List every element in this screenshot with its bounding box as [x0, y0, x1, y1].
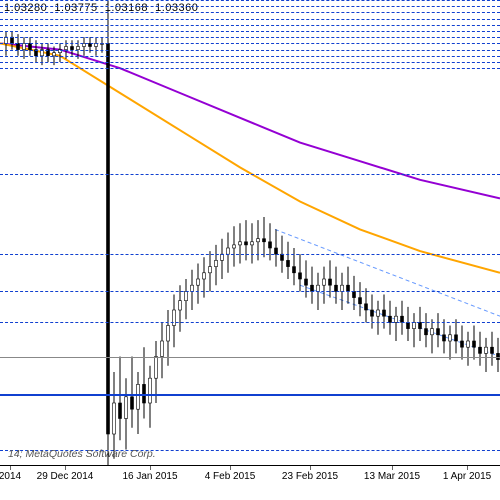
forex-chart[interactable]: 1.03280 1.03775 1.03168 1.03360 14; Meta…: [0, 0, 500, 500]
resistance-band-line: [0, 56, 500, 57]
resistance-band-line: [0, 25, 500, 26]
resistance-band-line: [0, 50, 500, 51]
x-axis-label: 1 Apr 2015: [443, 471, 491, 482]
x-axis-label: 23 Feb 2015: [282, 471, 338, 482]
resistance-band-line: [0, 43, 500, 44]
x-axis-label: 2014: [0, 471, 21, 482]
resistance-band-line: [0, 68, 500, 69]
x-axis-label: 4 Feb 2015: [205, 471, 256, 482]
ma-purple: [0, 43, 500, 198]
price-level-line: [0, 291, 500, 292]
x-axis-label: 29 Dec 2014: [37, 471, 94, 482]
price-level-line: [0, 394, 500, 396]
price-level-line: [0, 174, 500, 175]
price-level-line: [0, 357, 500, 358]
x-axis-label: 16 Jan 2015: [122, 471, 177, 482]
resistance-band-line: [0, 12, 500, 13]
resistance-band-line: [0, 31, 500, 32]
plot-area[interactable]: [0, 0, 500, 465]
resistance-band-line: [0, 0, 500, 1]
x-axis: 2014 29 Dec 2014 16 Jan 2015 4 Feb 2015 23 F…: [0, 465, 500, 500]
ma-orange: [0, 43, 500, 272]
resistance-band-line: [0, 19, 500, 20]
price-level-line: [0, 322, 500, 323]
resistance-band-line: [0, 6, 500, 7]
copyright-text: 14; MetaQuotes Software Corp.: [8, 448, 156, 460]
price-level-line: [0, 254, 500, 255]
resistance-band-line: [0, 62, 500, 63]
x-axis-label: 13 Mar 2015: [364, 471, 420, 482]
resistance-band-line: [0, 37, 500, 38]
channel-upper: [275, 229, 500, 316]
